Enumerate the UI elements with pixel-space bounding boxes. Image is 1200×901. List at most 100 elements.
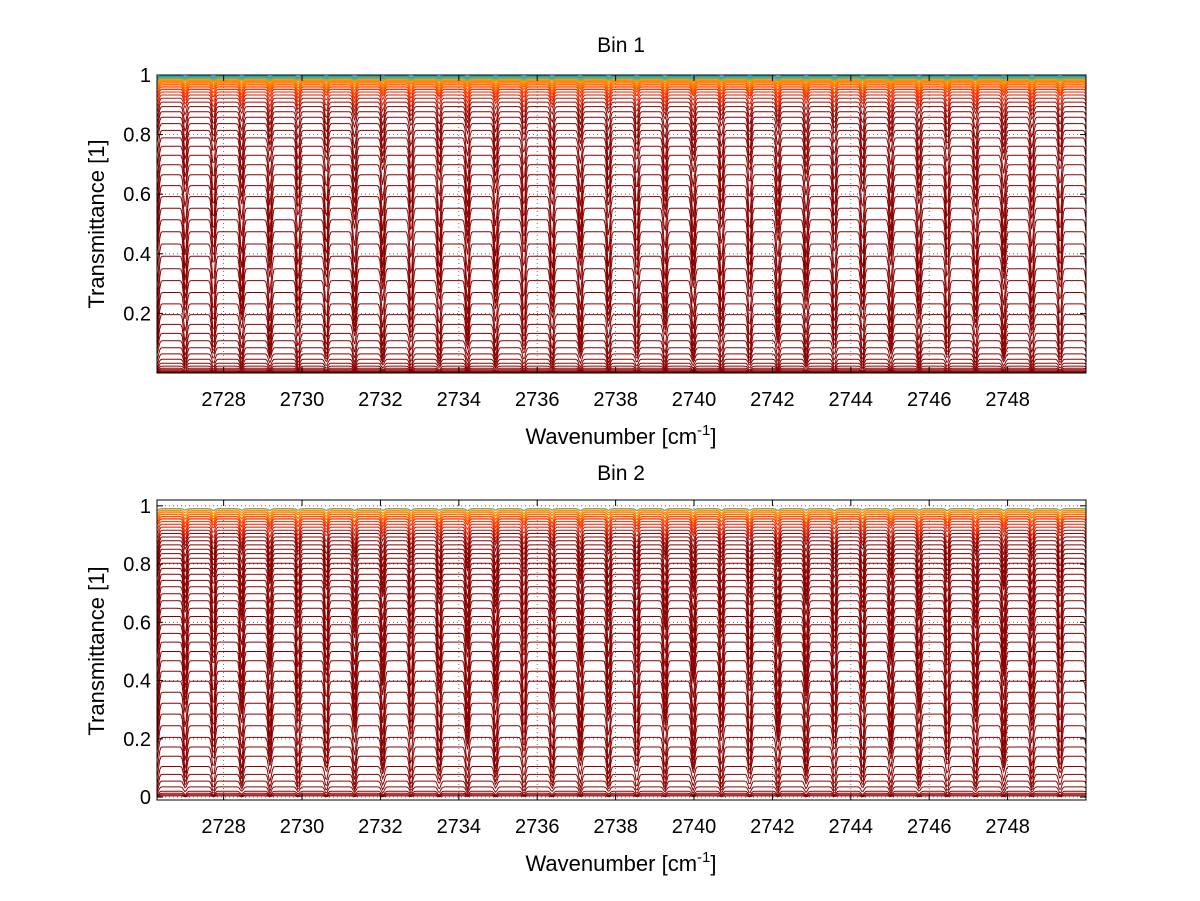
x-tick-label: 2744 — [829, 389, 874, 411]
x-tick-label: 2734 — [437, 816, 482, 838]
series-line — [156, 515, 1087, 525]
series-line — [156, 660, 1087, 710]
series-line — [156, 79, 1087, 85]
series-line — [156, 521, 1087, 533]
series-line — [156, 154, 1087, 195]
series-line — [156, 116, 1087, 143]
x-tick-label: 2738 — [593, 816, 638, 838]
series-line — [156, 123, 1087, 152]
y-tick-label: 0.4 — [123, 671, 151, 693]
series-line — [156, 82, 1087, 90]
series-line — [156, 164, 1087, 208]
series-line — [156, 725, 1087, 762]
series-line — [156, 691, 1087, 738]
series-line — [156, 680, 1087, 729]
x-tick-label: 2732 — [358, 816, 403, 838]
series-line — [156, 101, 1087, 120]
series-line — [156, 86, 1087, 96]
x-tick-label: 2746 — [907, 816, 952, 838]
series-line — [156, 540, 1087, 562]
series-line — [156, 111, 1087, 134]
series-line — [156, 523, 1087, 537]
series-line — [156, 231, 1087, 282]
y-axis-label: Transmittance [1] — [84, 139, 109, 308]
series-line — [156, 526, 1087, 542]
x-axis-label: Wavenumber [cm-1] — [525, 422, 716, 449]
series-line — [156, 367, 1087, 373]
series-line — [156, 509, 1087, 515]
y-tick-label: 0 — [140, 787, 151, 809]
series-line — [156, 77, 1087, 82]
series-line — [156, 579, 1087, 618]
series-line — [156, 255, 1087, 304]
series-line — [156, 529, 1087, 548]
series-line — [156, 702, 1087, 747]
x-tick-label: 2740 — [672, 816, 717, 838]
series-line — [156, 600, 1087, 644]
series-line — [156, 573, 1087, 610]
series-line — [156, 219, 1087, 270]
series-line — [156, 713, 1087, 754]
series-line — [156, 792, 1087, 797]
series-line — [156, 280, 1087, 324]
series-lines — [156, 508, 1087, 798]
x-tick-label: 2730 — [280, 389, 325, 411]
x-tick-label: 2734 — [437, 389, 482, 411]
series-line — [156, 632, 1087, 682]
series-line — [156, 651, 1087, 701]
grid-lines — [157, 500, 1086, 800]
x-tick-label: 2728 — [201, 389, 246, 411]
series-line — [156, 786, 1087, 795]
series-line — [156, 303, 1087, 340]
axes-frame — [156, 74, 1087, 374]
series-line — [156, 362, 1087, 371]
chart-panel-bin-1: Bin 1 2728 2730 2732 2734 2736 2738 2740 2742 27… — [84, 34, 1087, 449]
series-line — [156, 353, 1087, 368]
x-tick-label: 2748 — [985, 816, 1030, 838]
x-tick-label: 2728 — [201, 816, 246, 838]
series-line — [156, 365, 1087, 372]
series-line — [156, 533, 1087, 552]
y-tick-label: 1 — [140, 65, 151, 87]
series-line — [156, 78, 1087, 83]
y-tick-label: 0.4 — [123, 244, 151, 266]
series-line — [156, 795, 1087, 798]
series-line — [156, 773, 1087, 791]
series-line — [156, 340, 1087, 362]
y-tick-label: 1 — [140, 496, 151, 518]
chart-title: Bin 1 — [597, 34, 645, 57]
series-line — [156, 511, 1087, 518]
series-line — [156, 174, 1087, 220]
y-tick-label: 0.6 — [123, 184, 151, 206]
series-line — [156, 593, 1087, 636]
series-line — [156, 794, 1087, 797]
y-axis-label: Transmittance [1] — [84, 566, 109, 735]
x-tick-label: 2730 — [280, 816, 325, 838]
series-line — [156, 557, 1087, 588]
series-line — [156, 207, 1087, 258]
x-tick-label: 2746 — [907, 389, 952, 411]
series-line — [156, 88, 1087, 101]
series-line — [156, 323, 1087, 353]
chart-panel-bin-2: Bin 2 2728 2730 2732 2734 2736 2738 2740 2742 27… — [84, 462, 1087, 876]
axis-ticks: 2728 2730 2732 2734 2736 2738 2740 2742 2744 2746… — [123, 65, 1086, 411]
series-line — [156, 347, 1087, 365]
series-line — [156, 358, 1087, 370]
x-axis-label: Wavenumber [cm-1] — [525, 849, 716, 876]
series-line — [156, 243, 1087, 293]
series-line — [156, 91, 1087, 105]
axis-ticks: 2728 2730 2732 2734 2736 2738 2740 2742 2744 2746… — [123, 496, 1086, 838]
series-line — [156, 607, 1087, 654]
series-line — [156, 75, 1087, 78]
x-tick-label: 2738 — [593, 389, 638, 411]
series-line — [156, 567, 1087, 602]
x-tick-label: 2732 — [358, 389, 403, 411]
series-line — [156, 641, 1087, 691]
series-line — [156, 670, 1087, 720]
x-tick-label: 2740 — [672, 389, 717, 411]
series-line — [156, 513, 1087, 522]
series-line — [156, 268, 1087, 315]
y-tick-label: 0.8 — [123, 125, 151, 147]
series-line — [156, 145, 1087, 183]
axes-frame — [156, 499, 1087, 801]
